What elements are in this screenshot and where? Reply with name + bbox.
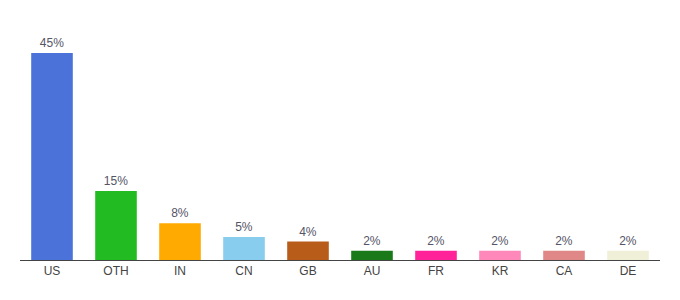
- svg-text:2%: 2%: [555, 234, 573, 248]
- svg-text:DE: DE: [620, 264, 637, 278]
- svg-text:2%: 2%: [491, 234, 509, 248]
- svg-text:5%: 5%: [235, 220, 253, 234]
- svg-text:8%: 8%: [171, 206, 189, 220]
- svg-text:CN: CN: [235, 264, 252, 278]
- svg-text:GB: GB: [299, 264, 316, 278]
- svg-text:AU: AU: [364, 264, 381, 278]
- svg-text:OTH: OTH: [103, 264, 128, 278]
- svg-text:4%: 4%: [299, 225, 317, 239]
- svg-text:45%: 45%: [40, 36, 64, 50]
- svg-text:IN: IN: [174, 264, 186, 278]
- svg-text:CA: CA: [556, 264, 573, 278]
- svg-text:15%: 15%: [104, 174, 128, 188]
- svg-text:US: US: [44, 264, 61, 278]
- svg-text:FR: FR: [428, 264, 444, 278]
- svg-text:2%: 2%: [619, 234, 637, 248]
- svg-text:KR: KR: [492, 264, 509, 278]
- svg-text:2%: 2%: [427, 234, 445, 248]
- svg-text:2%: 2%: [363, 234, 381, 248]
